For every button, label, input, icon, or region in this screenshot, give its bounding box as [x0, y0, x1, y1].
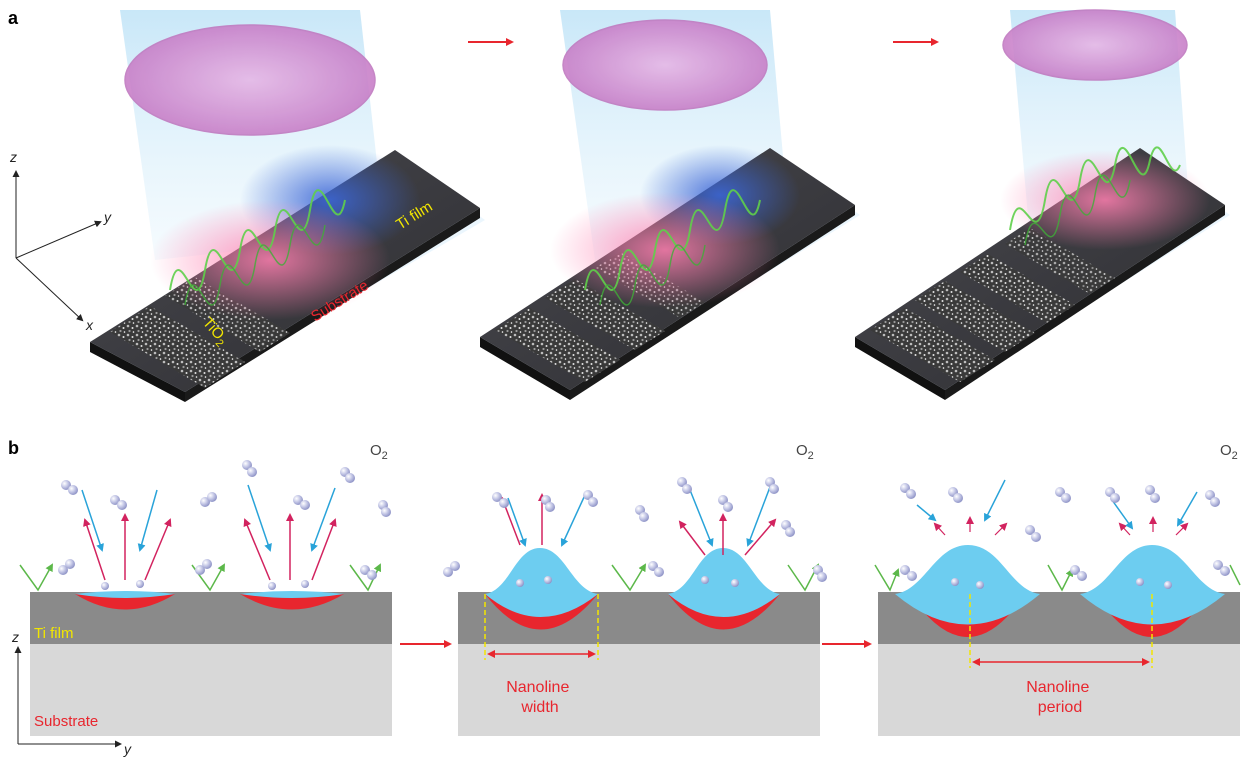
incoming-o2-arrow — [689, 489, 714, 547]
incoming-o2-arrow — [507, 497, 527, 547]
o2-label: O2 — [370, 442, 388, 462]
panel-b-label: b — [8, 438, 19, 458]
ti-film-label: Ti film — [34, 625, 73, 642]
panel-a-label: a — [8, 8, 19, 28]
tio2-nanoline — [110, 306, 245, 388]
o2-label: O2 — [796, 442, 814, 462]
reflected-arrow — [19, 563, 53, 592]
panel-a-stage-3 — [855, 9, 1230, 400]
z-axis-label: z — [9, 149, 17, 165]
outgoing-arrow — [83, 518, 106, 581]
lens — [1002, 9, 1188, 81]
y-axis-label: y — [103, 209, 112, 225]
incoming-o2-arrow — [81, 489, 104, 552]
slab-edge-front — [90, 342, 185, 402]
incoming-o2-arrow — [247, 484, 272, 552]
nanoline-width-label: Nanoline width — [506, 679, 574, 716]
tio2-bump — [75, 591, 175, 598]
outgoing-arrow — [744, 518, 777, 556]
z-axis-label: z — [11, 629, 19, 645]
tio2-nanoline — [960, 254, 1075, 323]
light-wave-icon — [1024, 174, 1131, 246]
tio2-bump — [485, 548, 598, 617]
incoming-o2-arrow — [1111, 499, 1134, 530]
tio2-nanoline — [1005, 228, 1115, 294]
light-wave-icon — [584, 189, 761, 291]
panel-b-stage-2: Nanoline width O2 — [443, 442, 827, 736]
tio2-bump — [240, 591, 344, 598]
outgoing-arrow — [1175, 522, 1189, 536]
plasmon-glow — [550, 192, 780, 308]
ti-film-layer — [30, 592, 392, 644]
plasmon-glow — [150, 200, 390, 320]
panel-b-stage-1: Ti film Substrate z y O2 — [11, 442, 392, 757]
tio2-bump — [1080, 545, 1225, 625]
o2-label: O2 — [1220, 442, 1238, 462]
light-wave-icon — [1009, 146, 1181, 231]
lens — [562, 19, 768, 111]
panel-b-stage-3: Nanoline period O2 — [874, 442, 1241, 736]
incoming-o2-arrow — [560, 494, 586, 547]
slab-edge-front — [855, 337, 945, 400]
y-axis-arrow — [15, 220, 102, 259]
nanoline-period-label: Nanoline period — [1026, 679, 1094, 716]
outgoing-arrow — [144, 518, 172, 581]
tio2-nanoline — [870, 308, 995, 382]
o2-molecule-icon — [900, 483, 1230, 589]
substrate-label: Substrate — [34, 713, 98, 730]
outgoing-arrow — [933, 522, 946, 536]
panel-a-stage-2 — [480, 10, 860, 400]
light-wave-icon — [184, 224, 326, 306]
light-wave-icon — [599, 244, 706, 306]
panel-a-stage-1: Ti film Substrate TiO2 — [90, 10, 485, 402]
outgoing-arrow — [311, 518, 337, 581]
incoming-o2-arrow — [746, 486, 771, 547]
reflected-arrow — [611, 563, 647, 592]
substrate-layer — [30, 644, 392, 736]
x-axis-label: x — [85, 317, 94, 333]
reflected-arrow — [1229, 564, 1241, 586]
tio2-bump — [668, 548, 780, 617]
light-wave-icon — [169, 189, 346, 291]
outgoing-arrow — [243, 518, 271, 581]
reflected-arrow — [1047, 564, 1073, 592]
axes-triad-a: z y x — [9, 149, 112, 333]
tio2-nanoline — [545, 279, 665, 350]
tio2-bump — [895, 545, 1040, 625]
reflected-arrow — [874, 564, 900, 592]
plasmon-glow — [1000, 150, 1210, 250]
lens — [124, 24, 376, 136]
slab-edge-front — [480, 337, 570, 400]
oxidation-front — [240, 594, 344, 610]
tio2-nanoline — [915, 281, 1035, 352]
y-axis-label: y — [123, 741, 132, 757]
incoming-o2-arrow — [984, 479, 1006, 522]
incoming-o2-arrow — [1177, 491, 1198, 527]
incoming-o2-arrow — [916, 504, 937, 522]
incoming-o2-arrow — [310, 487, 336, 552]
reflected-arrow — [787, 563, 819, 592]
outgoing-arrow — [678, 520, 706, 556]
outgoing-arrow — [994, 522, 1008, 536]
substrate-layer — [458, 644, 820, 736]
tio2-nanoline — [495, 308, 620, 382]
o2-molecule-icon — [443, 477, 827, 587]
oxidation-front — [75, 594, 175, 610]
outgoing-arrow — [1118, 522, 1131, 536]
o2-molecule-icon — [58, 460, 391, 590]
x-axis-arrow — [15, 257, 84, 322]
incoming-o2-arrow — [137, 489, 158, 552]
slab-edge-side — [945, 205, 1225, 400]
